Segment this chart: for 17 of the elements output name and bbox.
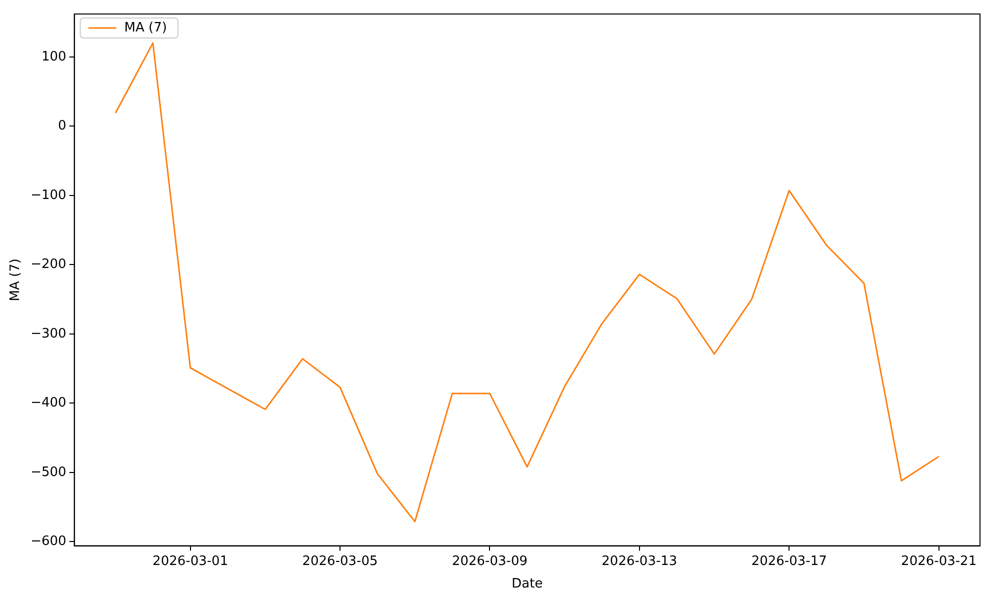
y-tick-label: 100 <box>41 49 66 64</box>
x-tick-label: 2026-03-05 <box>302 554 378 569</box>
y-tick-label: −200 <box>30 257 66 272</box>
x-tick-label: 2026-03-09 <box>452 554 528 569</box>
y-axis-title: MA (7) <box>8 258 24 302</box>
x-axis-title: Date <box>512 576 543 592</box>
y-tick-label: −300 <box>30 326 66 342</box>
y-tick-label: −400 <box>30 396 66 411</box>
x-tick-label: 2026-03-13 <box>602 554 678 569</box>
x-tick-label: 2026-03-01 <box>152 554 228 569</box>
y-tick-label: −600 <box>30 534 66 550</box>
x-tick-label: 2026-03-21 <box>901 554 977 569</box>
x-tick-label: 2026-03-17 <box>751 554 827 569</box>
legend-label: MA (7) <box>124 20 167 36</box>
y-tick-label: −500 <box>30 464 66 480</box>
y-tick-label: −100 <box>30 188 66 203</box>
y-tick-label: 0 <box>58 118 66 134</box>
